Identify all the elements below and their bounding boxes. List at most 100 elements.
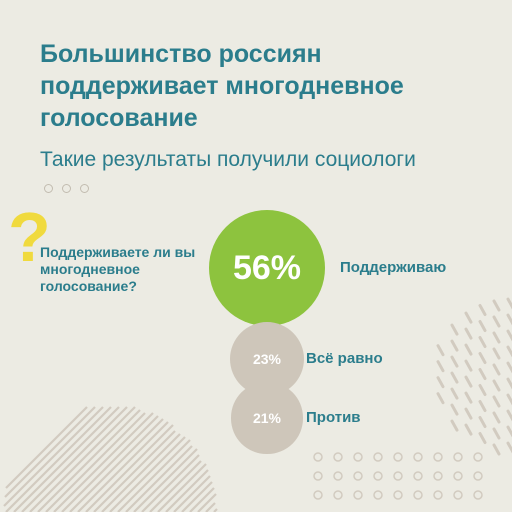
decor-dash bbox=[506, 329, 512, 342]
decor-dash bbox=[464, 343, 473, 356]
decor-dash bbox=[492, 315, 501, 328]
decor-dot bbox=[473, 452, 483, 462]
dot-icon bbox=[80, 184, 89, 193]
decor-dot bbox=[433, 452, 443, 462]
decor-stripe bbox=[109, 436, 186, 512]
decor-stripe bbox=[3, 406, 104, 507]
decor-dash bbox=[436, 376, 445, 389]
decor-stripe bbox=[125, 445, 193, 512]
decor-dash bbox=[464, 407, 473, 420]
decor-dash bbox=[464, 359, 473, 372]
decor-dot bbox=[433, 471, 443, 481]
decor-dash bbox=[464, 375, 473, 388]
decor-dash bbox=[492, 443, 501, 456]
result-value: 56% bbox=[232, 248, 302, 287]
decor-dash bbox=[506, 345, 512, 358]
decor-dash bbox=[436, 392, 445, 405]
decor-dot bbox=[373, 471, 383, 481]
decor-stripe bbox=[173, 475, 211, 512]
decor-stripe bbox=[141, 454, 200, 512]
decor-dash bbox=[492, 347, 501, 360]
dot-icon bbox=[62, 184, 71, 193]
decor-dash bbox=[492, 427, 501, 440]
decor-dot bbox=[313, 452, 323, 462]
decor-dash bbox=[478, 304, 487, 317]
decor-dash bbox=[450, 355, 459, 368]
page-subtitle: Такие результаты получили социологи bbox=[40, 148, 416, 171]
decor-dot bbox=[393, 452, 403, 462]
three-dots-decoration bbox=[44, 184, 89, 193]
page-title: Большинство россиян поддерживает многодн… bbox=[40, 40, 404, 132]
striped-semicircle-left-decoration bbox=[3, 406, 218, 512]
decor-dash bbox=[506, 313, 512, 326]
result-value: 23% bbox=[252, 350, 281, 367]
dot-icon bbox=[44, 184, 53, 193]
decor-dot bbox=[373, 452, 383, 462]
decor-dash bbox=[478, 400, 487, 413]
survey-question: Поддерживаете ли вы многодневное голосов… bbox=[40, 244, 196, 294]
decor-dot bbox=[453, 490, 463, 500]
decor-dash bbox=[478, 336, 487, 349]
decor-dot bbox=[313, 471, 323, 481]
decor-dash bbox=[436, 344, 445, 357]
decor-dash bbox=[464, 391, 473, 404]
decor-dot bbox=[393, 471, 403, 481]
result-value: 21% bbox=[252, 409, 281, 426]
result-category-label: Всё равно bbox=[306, 350, 383, 367]
decor-stripe bbox=[165, 469, 209, 512]
decor-dot bbox=[413, 490, 423, 500]
decor-dash bbox=[506, 441, 512, 454]
decor-stripe bbox=[53, 412, 154, 512]
decor-dash bbox=[506, 409, 512, 422]
decor-dot bbox=[413, 452, 423, 462]
decor-stripe bbox=[5, 406, 112, 512]
decor-dot bbox=[333, 471, 343, 481]
decor-dash bbox=[492, 411, 501, 424]
decor-stripe bbox=[69, 418, 164, 512]
decor-dot bbox=[453, 471, 463, 481]
decor-stripe bbox=[197, 493, 217, 512]
decor-stripe bbox=[21, 406, 128, 512]
decor-dash bbox=[478, 384, 487, 397]
decor-stripe bbox=[117, 439, 191, 512]
decor-dash bbox=[464, 423, 473, 436]
decor-dash bbox=[506, 393, 512, 406]
decor-dash bbox=[492, 363, 501, 376]
decor-dash bbox=[506, 425, 512, 438]
result-category-label: Против bbox=[306, 409, 361, 426]
decor-stripe bbox=[61, 415, 159, 512]
decor-dot bbox=[453, 452, 463, 462]
decor-stripe bbox=[45, 412, 146, 512]
decor-dash bbox=[450, 371, 459, 384]
decor-dot bbox=[473, 490, 483, 500]
decor-dash bbox=[478, 416, 487, 429]
decor-dash bbox=[478, 352, 487, 365]
decor-dash bbox=[492, 395, 501, 408]
decor-stripe bbox=[4, 406, 96, 498]
decor-stripe bbox=[37, 409, 141, 512]
decor-dash bbox=[478, 368, 487, 381]
decor-stripe bbox=[93, 430, 176, 512]
decor-dash bbox=[464, 311, 473, 324]
decor-dash bbox=[450, 339, 459, 352]
decor-dot bbox=[313, 490, 323, 500]
decor-dash bbox=[450, 323, 459, 336]
decor-dash bbox=[464, 327, 473, 340]
result-bubble: 21% bbox=[231, 382, 303, 454]
decor-stripe bbox=[181, 481, 213, 512]
decor-dot bbox=[473, 471, 483, 481]
decor-stripe bbox=[77, 421, 169, 512]
decor-dot bbox=[353, 490, 363, 500]
result-category-label: Поддерживаю bbox=[340, 259, 447, 276]
decor-dash bbox=[450, 419, 459, 432]
decor-stripe bbox=[133, 448, 198, 512]
striped-semicircle-right-decoration bbox=[436, 297, 512, 456]
decor-stripe bbox=[149, 460, 202, 512]
decor-stripe bbox=[189, 487, 215, 512]
decor-dot bbox=[413, 471, 423, 481]
decor-dash bbox=[506, 297, 512, 310]
decor-dot bbox=[333, 452, 343, 462]
decor-dot bbox=[353, 452, 363, 462]
decor-dot bbox=[353, 471, 363, 481]
